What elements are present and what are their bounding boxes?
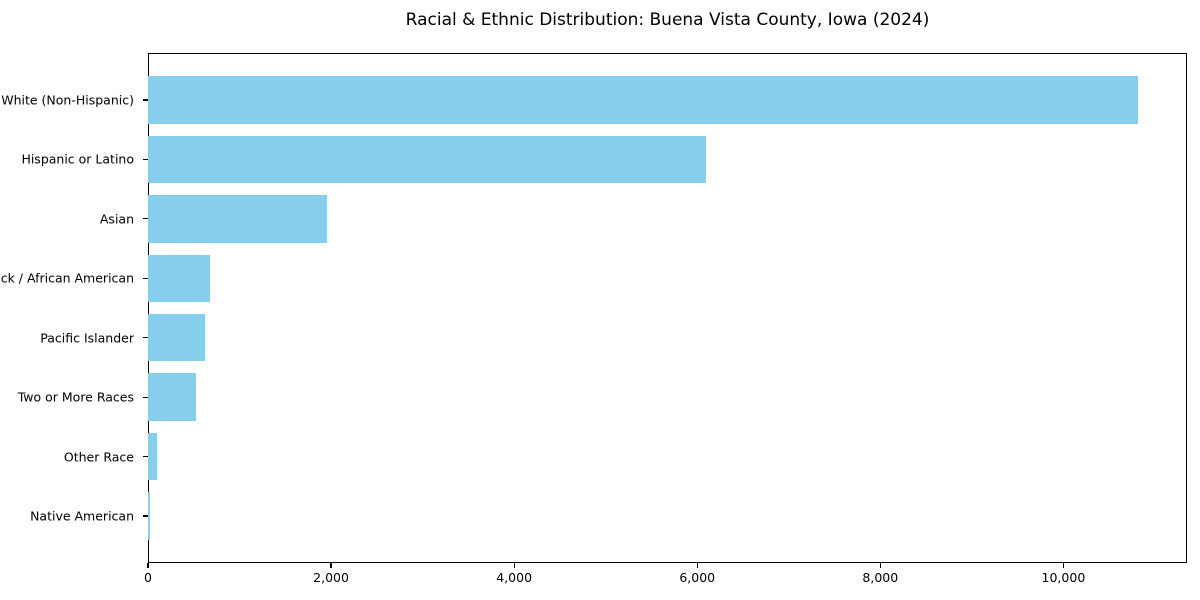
plot-area (148, 53, 1187, 563)
y-tick-mark (143, 218, 148, 220)
y-axis-label: Native American (30, 508, 134, 524)
bar (148, 76, 1138, 124)
bar (148, 195, 328, 243)
y-axis-label: Two or More Races (17, 389, 134, 405)
y-axis-label: Black / African American (0, 270, 134, 286)
x-tick-label: 10,000 (1041, 570, 1086, 585)
x-tick-mark (147, 563, 149, 568)
y-axis-label: Hispanic or Latino (21, 151, 134, 167)
bar (148, 135, 707, 184)
x-tick-label: 2,000 (313, 570, 349, 585)
x-tick-mark (330, 563, 332, 568)
x-tick-mark (879, 563, 881, 568)
x-tick-mark (696, 563, 698, 568)
y-axis-label: Pacific Islander (40, 330, 134, 346)
x-tick-mark (513, 563, 515, 568)
x-tick-label: 6,000 (679, 570, 716, 585)
bar (148, 373, 196, 421)
chart-title: Racial & Ethnic Distribution: Buena Vist… (405, 10, 930, 30)
x-tick-label: 4,000 (496, 570, 533, 585)
x-tick-mark (1062, 563, 1064, 568)
x-tick-label: 0 (144, 570, 152, 585)
y-axis-label: Other Race (63, 449, 134, 465)
y-tick-mark (143, 158, 148, 160)
x-tick-label: 8,000 (862, 570, 899, 585)
bar (148, 432, 158, 481)
y-tick-mark (143, 99, 148, 101)
bar (148, 313, 205, 362)
y-tick-mark (143, 515, 148, 517)
y-tick-mark (143, 337, 148, 339)
y-tick-mark (143, 456, 148, 458)
y-tick-mark (143, 277, 148, 279)
y-axis-label: Asian (99, 211, 134, 227)
bar (148, 492, 151, 540)
bar (148, 254, 211, 303)
y-tick-mark (143, 396, 148, 398)
y-axis-label: White (Non-Hispanic) (1, 92, 134, 108)
